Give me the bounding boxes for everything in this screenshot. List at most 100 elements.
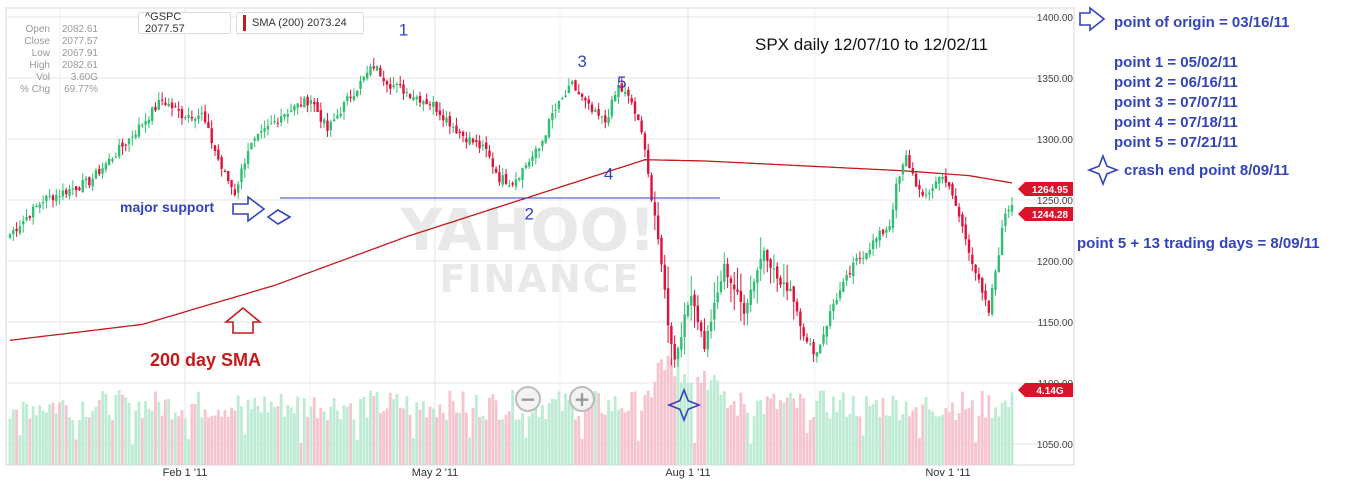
volume-bar — [362, 397, 366, 465]
volume-bar — [273, 407, 276, 465]
volume-bar — [187, 439, 190, 465]
candle-body — [114, 156, 118, 158]
volume-bar — [848, 413, 852, 465]
candle-body — [38, 204, 41, 208]
volume-bar — [164, 399, 167, 465]
candle-body — [352, 96, 356, 100]
annotation-point-1: point 1 = 05/02/11 — [1114, 54, 1238, 71]
volume-bar — [861, 435, 865, 465]
candle-body — [432, 102, 435, 107]
candle-body — [127, 138, 131, 145]
ohlc-row: Low 2067.91 — [8, 48, 98, 60]
candle-body — [574, 80, 577, 91]
candle-body — [663, 264, 666, 290]
candle-body — [15, 228, 18, 232]
candle-body — [193, 119, 197, 121]
candle-body — [1007, 209, 1010, 212]
volume-bar — [527, 416, 531, 465]
volume-bar — [636, 441, 640, 465]
volume-bar — [438, 404, 442, 465]
volume-bar — [197, 391, 200, 465]
volume-bar — [302, 398, 306, 465]
volume-bar — [332, 398, 336, 465]
candle-body — [852, 262, 855, 277]
volume-bar — [124, 397, 128, 465]
volume-bar — [984, 417, 987, 465]
candle-body — [484, 142, 488, 150]
candle-body — [461, 131, 465, 137]
volume-bar — [822, 390, 825, 465]
sma-legend[interactable]: SMA (200) 2073.24 — [236, 12, 364, 34]
candle-body — [141, 124, 144, 126]
candle-body — [74, 186, 78, 191]
zoom-out-button-circle[interactable] — [515, 386, 541, 412]
volume-bar — [845, 417, 849, 465]
ohlc-row: Close 2077.57 — [8, 36, 98, 48]
volume-bar — [121, 394, 124, 465]
candle-body — [921, 191, 924, 196]
candle-body — [713, 302, 716, 320]
candle-body — [220, 157, 223, 169]
volume-bar — [560, 410, 564, 465]
candle-body — [617, 85, 620, 98]
volume-bar — [144, 401, 147, 465]
candle-body — [349, 96, 352, 98]
volume-bar — [157, 402, 161, 465]
candle-body — [547, 119, 551, 138]
volume-bar — [84, 417, 88, 465]
x-tick-label: Aug 1 '11 — [665, 467, 710, 479]
volume-bar — [934, 416, 938, 465]
zoom-in-button[interactable]: + — [569, 386, 595, 412]
volume-bar — [957, 413, 961, 465]
ohlc-value: 2067.91 — [61, 48, 98, 59]
candle-body — [213, 145, 217, 151]
candle-body — [382, 77, 385, 82]
volume-bar — [28, 418, 32, 465]
volume-bar — [408, 414, 412, 465]
volume-bar — [584, 397, 587, 465]
candle-body — [514, 179, 518, 187]
candle-body — [904, 155, 908, 167]
candle-body — [150, 107, 154, 121]
candle-body — [389, 84, 392, 89]
volume-bar — [742, 404, 746, 465]
volume-bar — [633, 391, 637, 465]
gspc-legend[interactable]: ^GSPC 2077.57 — [138, 11, 231, 35]
volume-bar — [544, 419, 548, 465]
candle-body — [716, 292, 719, 303]
volume-bar — [8, 418, 12, 465]
volume-bar — [994, 407, 997, 465]
volume-bar — [511, 390, 515, 465]
candle-body — [855, 258, 858, 261]
candle-body — [481, 144, 485, 147]
volume-bar — [11, 409, 15, 465]
volume-bar — [345, 406, 349, 465]
volume-bar — [190, 404, 194, 465]
volume-bar — [514, 419, 518, 465]
candle-body — [84, 178, 88, 181]
volume-bar — [445, 419, 448, 465]
volume-bar — [355, 439, 359, 465]
candle-body — [637, 114, 640, 121]
volume-bar — [871, 403, 875, 465]
candle-body — [1010, 204, 1014, 212]
volume-bar — [114, 394, 118, 465]
volume-bar — [425, 417, 429, 465]
x-tick-label: Nov 1 '11 — [925, 467, 970, 479]
volume-bar — [881, 398, 885, 465]
candle-body — [951, 184, 954, 196]
candle-body — [494, 168, 498, 173]
candle-body — [726, 263, 729, 278]
candle-body — [981, 278, 984, 293]
ohlc-row: % Chg 69.77% — [8, 84, 98, 96]
zoom-in-button-circle[interactable] — [569, 386, 595, 412]
volume-bar — [626, 410, 630, 465]
candle-body — [660, 237, 663, 265]
candle-body — [941, 176, 944, 180]
zoom-out-button[interactable]: − — [515, 386, 541, 412]
candle-body — [733, 284, 736, 290]
candle-body — [137, 124, 141, 137]
volume-bar — [524, 437, 528, 465]
candle-body — [653, 202, 657, 216]
